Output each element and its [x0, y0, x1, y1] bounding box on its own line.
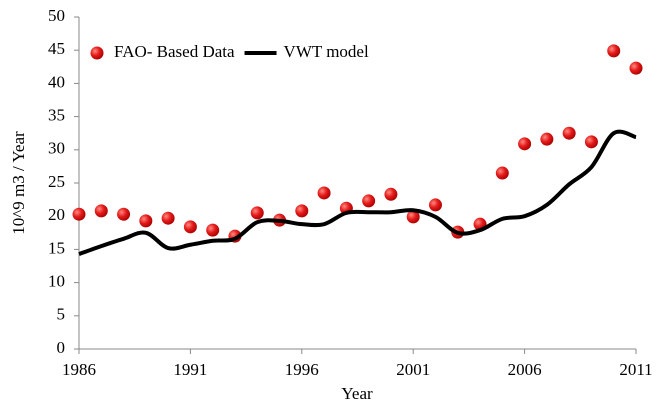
legend-marker	[90, 46, 104, 60]
data-point	[139, 214, 153, 228]
y-tick-label: 45	[48, 39, 65, 58]
data-point	[384, 187, 398, 201]
y-tick-label: 5	[57, 305, 66, 324]
data-point	[562, 126, 576, 140]
y-tick-label: 10	[48, 272, 65, 291]
data-point	[250, 206, 264, 220]
y-tick-label: 35	[48, 106, 65, 125]
data-point	[117, 207, 131, 221]
data-point	[362, 194, 376, 208]
data-point	[540, 132, 554, 146]
data-point	[629, 61, 643, 75]
line-series	[78, 129, 637, 256]
x-axis-label: Year	[341, 384, 373, 403]
y-tick-label: 40	[48, 72, 65, 91]
data-point	[206, 223, 220, 237]
y-tick-label: 50	[48, 6, 65, 25]
data-point	[183, 220, 197, 234]
data-point	[607, 44, 621, 58]
data-point	[406, 210, 420, 224]
x-tick-label: 1986	[62, 360, 96, 379]
y-tick-label: 30	[48, 139, 65, 158]
data-point	[428, 198, 442, 212]
data-point	[584, 135, 598, 149]
data-point	[295, 204, 309, 218]
y-tick-label: 20	[48, 205, 65, 224]
y-tick-label: 15	[48, 238, 65, 257]
data-point	[495, 166, 509, 180]
x-tick-label: 2001	[396, 360, 430, 379]
x-tick-label: 2011	[619, 360, 652, 379]
legend-label: VWT model	[284, 42, 369, 61]
data-point	[72, 207, 86, 221]
y-tick-label: 0	[57, 338, 66, 357]
x-tick-label: 2006	[508, 360, 542, 379]
legend-label: FAO- Based Data	[114, 42, 235, 61]
data-point	[317, 186, 331, 200]
data-point	[518, 137, 532, 151]
data-point	[161, 211, 175, 225]
y-axis-label: 10^9 m3 / Year	[9, 131, 28, 235]
data-point	[94, 204, 108, 218]
x-tick-label: 1991	[173, 360, 207, 379]
x-tick-label: 1996	[285, 360, 319, 379]
y-tick-label: 25	[48, 172, 65, 191]
